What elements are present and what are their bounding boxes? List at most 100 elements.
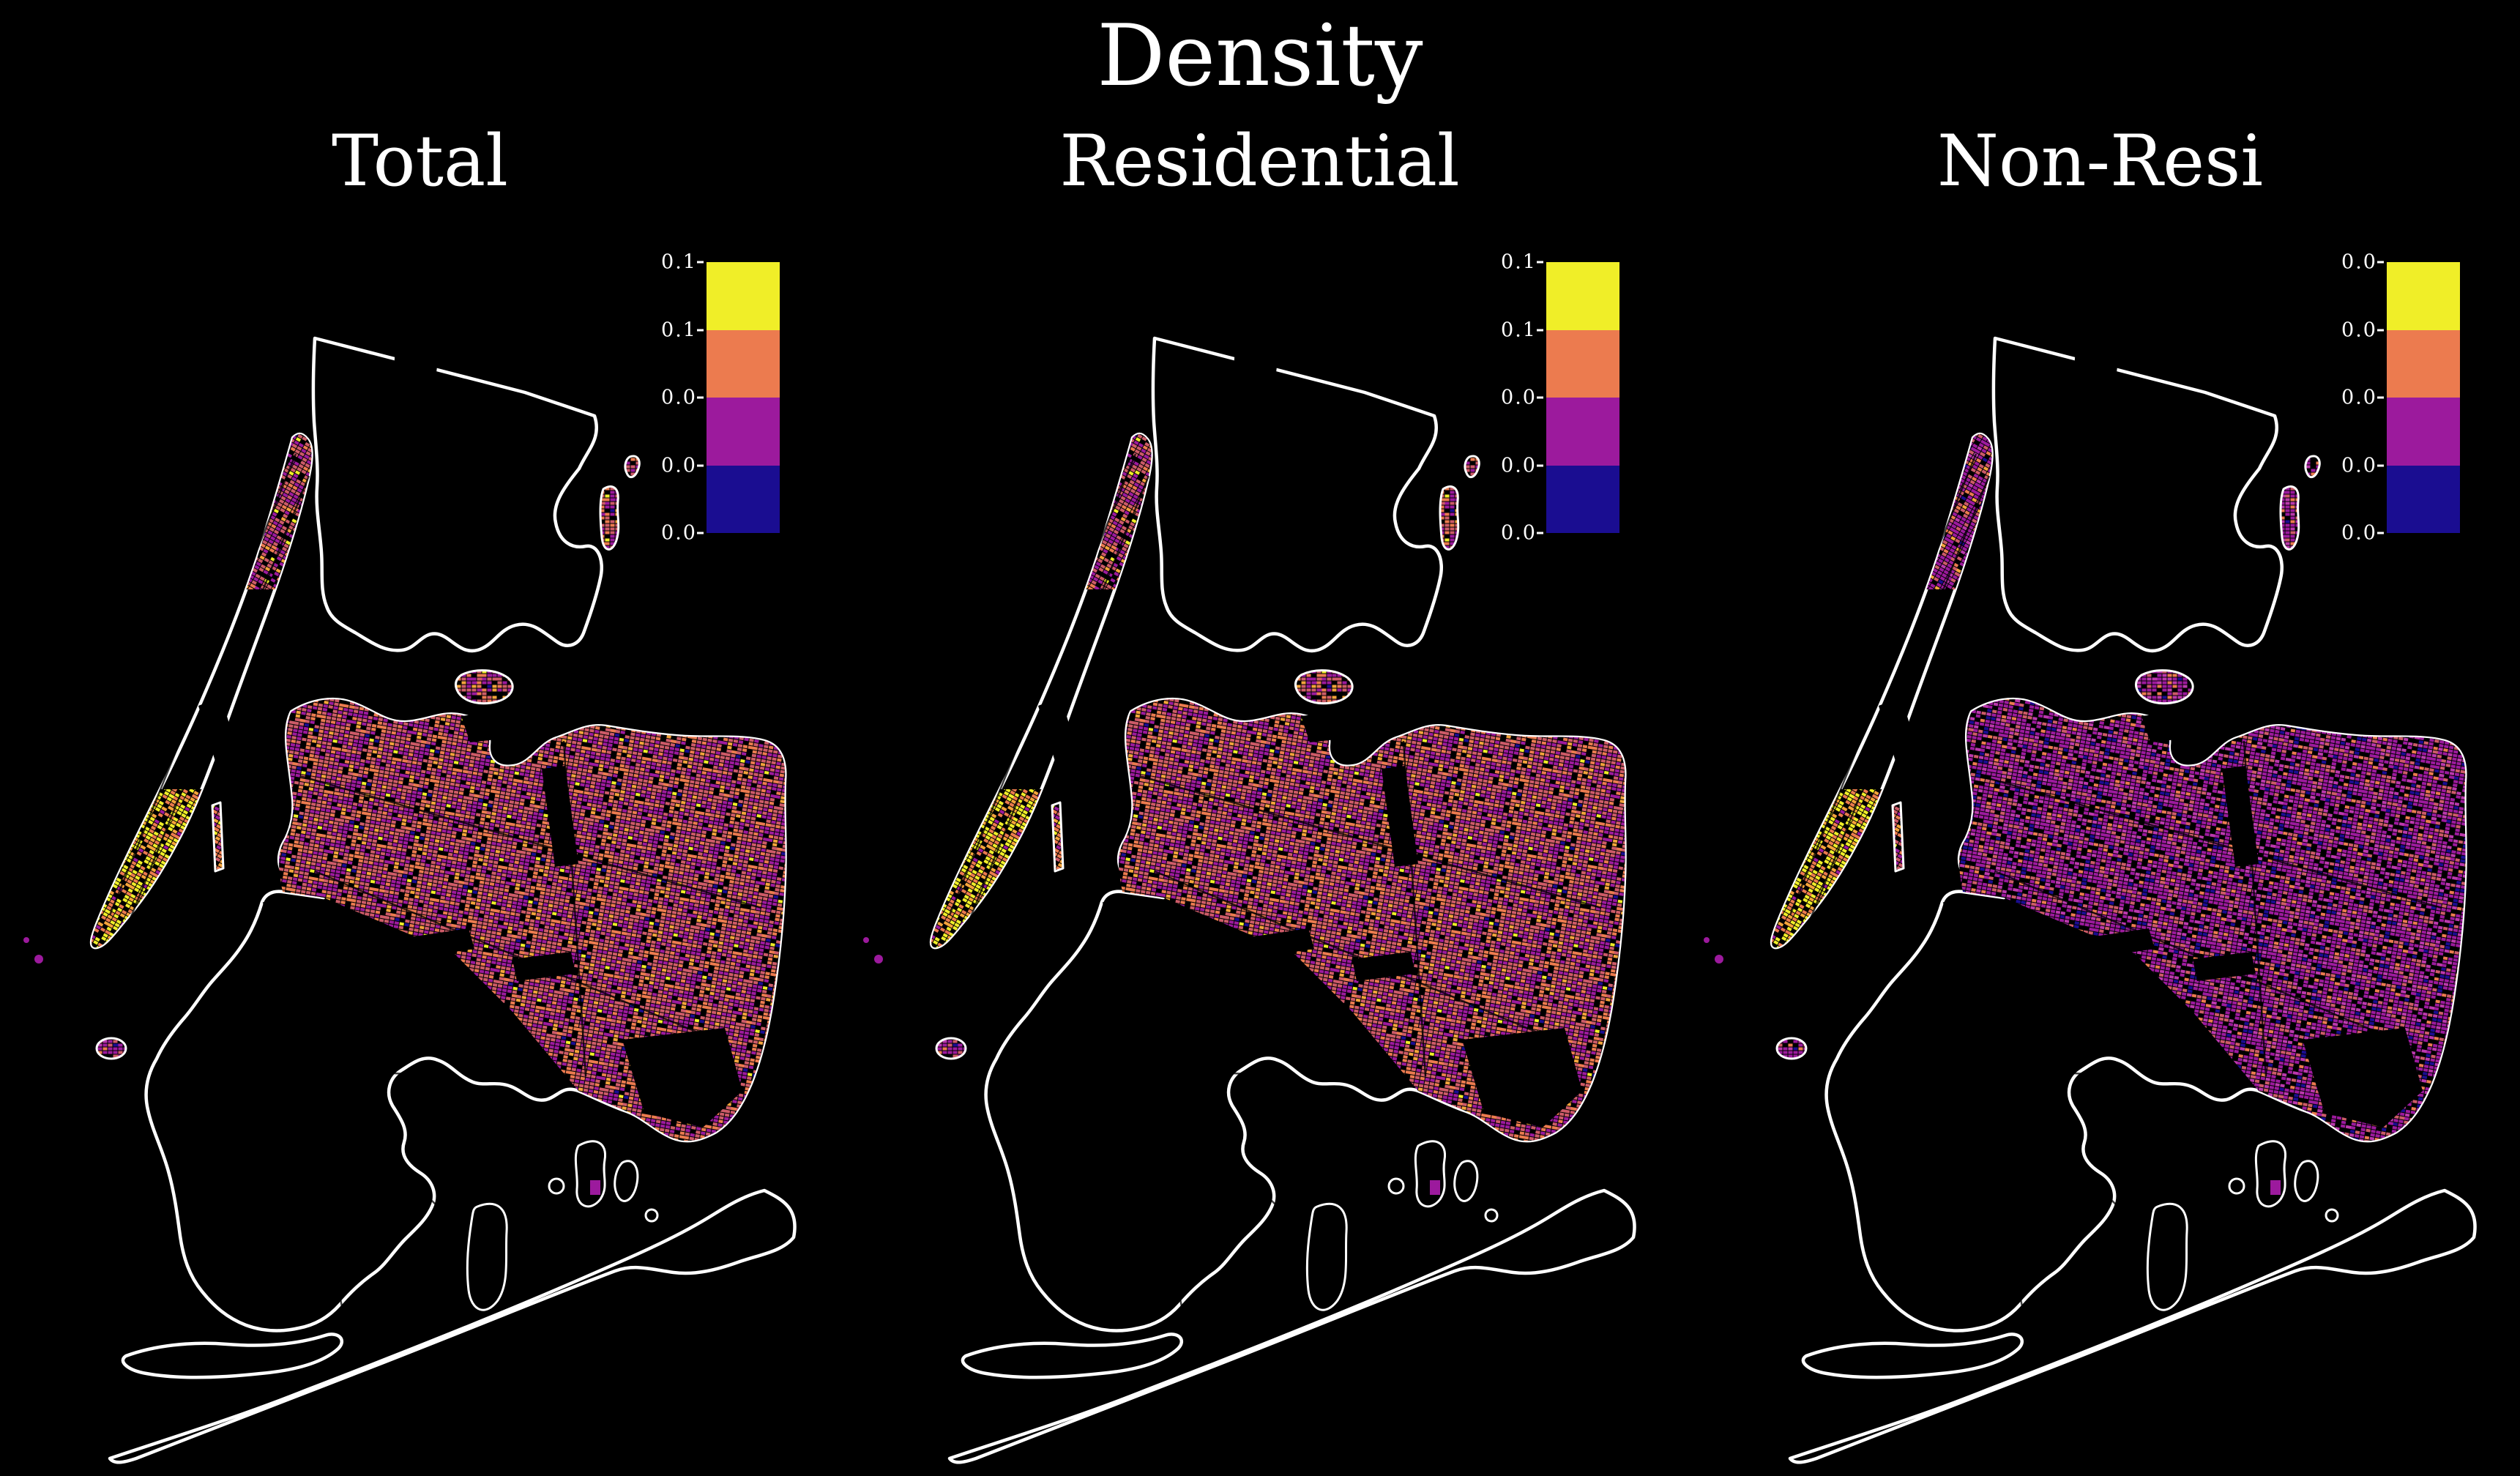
jamaica-bay-island-3 [1387,1177,1405,1195]
panel-title-residential: Residential [1059,120,1460,202]
liberty-island [874,955,883,963]
flushing-meadows-park [2222,766,2259,867]
jamaica-bay-island-2 [614,1160,639,1202]
colorbar-bin-2 [707,398,780,466]
jamaica-bay-marsh-lot [590,1180,600,1195]
floyd-bennett-field [2146,1202,2188,1311]
coney-island [961,1332,1184,1379]
colorbar-tick-dash [1537,261,1543,264]
colorbar-tick-label: 0.0 [2341,318,2377,341]
hart-island [1464,455,1480,479]
borough-bronx [1991,336,2284,653]
greenwood-cemetery [1893,1016,1931,1053]
hart-island [2304,455,2321,479]
bronx-park [2149,407,2185,512]
nyc-map-svg [863,336,1636,1464]
colorbar-tick-label: 0.0 [1501,521,1537,545]
laguardia-airport [1301,710,1361,742]
ellis-island [23,937,29,943]
nyc-map [1704,336,2477,1464]
colorbar-tick-dash [1537,396,1543,399]
colorbar-bin-2 [1546,398,1619,466]
governors-island [95,1037,127,1060]
panel-non-resi: Non-Resi 0.0 0.0 0.0 0.0 0.0 [1680,0,2520,1476]
liberty-island [34,955,43,963]
colorbar-tick-label: 0.0 [2341,386,2377,409]
roosevelt-island [1051,801,1065,873]
manhattan-midtown-band [931,789,1103,948]
prospect-park [1081,1046,1130,1100]
colorbar-tick-label: 0.0 [1501,454,1537,477]
nyc-map-svg [23,336,797,1464]
colorbar-tick-dash [697,532,704,534]
street-lines [948,355,1602,1319]
jamaica-bay-island-4 [2325,1208,2339,1223]
panel-residential: Residential 0.1 0.1 0.0 0.0 0.0 [840,0,1680,1476]
jamaica-bay-island-3 [548,1177,565,1195]
jfk-airport [2303,1028,2423,1128]
central-park [198,697,244,780]
borough-bronx [311,336,603,653]
colorbar-tick-dash [2377,464,2384,466]
panel-title-non-resi: Non-Resi [1936,120,2264,202]
colorbar-tick-dash [2377,329,2384,331]
floyd-bennett-field [1305,1202,1348,1311]
jamaica-bay-island-2 [2294,1160,2319,1202]
city-island [599,485,620,551]
colorbar-tick-label: 0.0 [1501,386,1537,409]
colorbar-tick-label: 0.1 [661,318,697,341]
jamaica-bay-island-2 [1453,1160,1479,1202]
laguardia-airport [461,710,521,742]
colorbar-tick-dash [2377,261,2384,264]
map-residential [840,0,1680,1476]
panel-title-total: Total [332,120,508,202]
map-total [0,0,840,1476]
colorbar-tick-label: 0.0 [661,386,697,409]
colorbar-bin-3 [707,465,780,533]
nyc-map-svg [1704,336,2477,1464]
colorbar-bin-0 [2387,262,2460,330]
laguardia-airport [2141,710,2202,742]
map-non-resi [1680,0,2520,1476]
colorbar-bin-0 [707,262,780,330]
ellis-island [863,937,869,943]
jamaica-bay-island [1414,1140,1447,1208]
colorbar-tick-label: 0.0 [2341,454,2377,477]
greenwood-cemetery [212,1016,250,1053]
colorbar-residential: 0.1 0.1 0.0 0.0 0.0 [1501,251,1619,545]
jamaica-bay-island [2254,1140,2287,1208]
colorbar-tick-label: 0.0 [661,521,697,545]
jfk-airport [1462,1028,1582,1128]
governors-island [935,1037,967,1060]
manhattan-midtown-band [92,789,264,948]
colorbar-tick-label: 0.1 [1501,250,1537,274]
central-park [1879,697,1924,780]
liberty-island [1715,955,1723,963]
borough-queens [279,699,786,1141]
figure-title: Density [1097,7,1423,105]
cemetery-belt [1250,928,1314,958]
colorbar-bin-3 [1546,465,1619,533]
panel-total: Total 0.1 0.1 0.0 0.0 0.0 [0,0,840,1476]
city-island [2279,485,2300,551]
hart-island [624,455,641,479]
roosevelt-island [211,801,225,873]
colorbar-bin-1 [707,329,780,398]
jfk-airport [622,1028,742,1128]
colorbar-bin-3 [2387,465,2460,533]
colorbar-tick-dash [1537,464,1543,466]
colorbar-tick-dash [2377,396,2384,399]
colorbar-tick-dash [697,396,704,399]
jamaica-bay-island-4 [644,1208,659,1223]
street-lines [1789,355,2442,1319]
pelham-bay-park [2204,410,2263,474]
street-lines [108,355,762,1319]
colorbar-tick-dash [697,329,704,331]
borough-queens [1119,699,1625,1141]
prospect-park [1922,1046,1970,1100]
colorbar-tick-label: 0.0 [661,454,697,477]
colorbar-tick-dash [1537,532,1543,534]
borough-queens [1959,699,2466,1141]
cemetery-belt [410,928,474,958]
rikers-island [2135,669,2194,705]
